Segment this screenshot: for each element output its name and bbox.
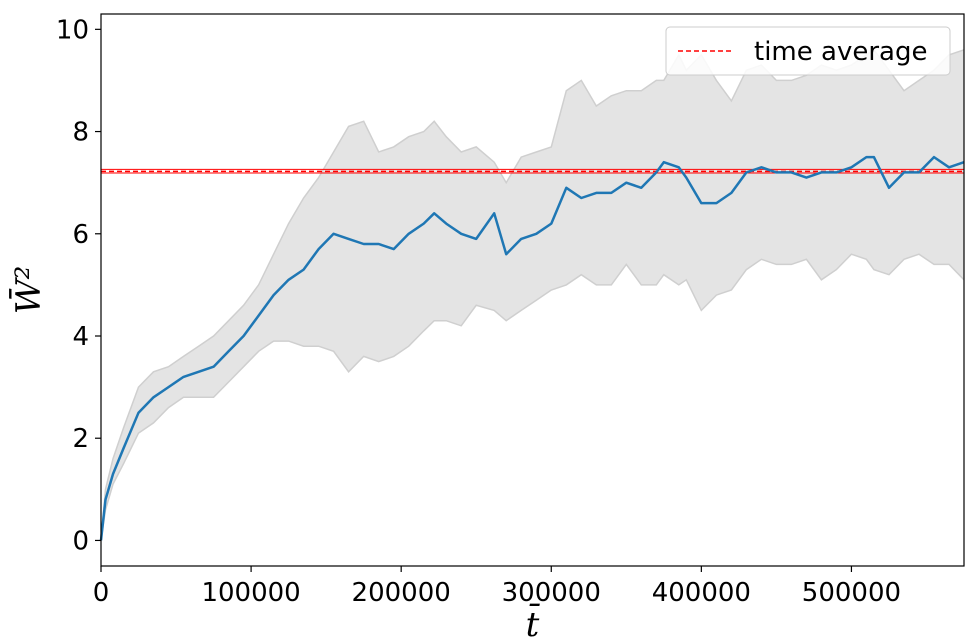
x-tick-label: 300000: [502, 578, 601, 608]
std-band-fill: [101, 49, 964, 541]
y-tick-label: 2: [72, 424, 89, 454]
legend-label-time-average: time average: [754, 37, 927, 67]
x-tick-label: 100000: [201, 578, 300, 608]
mean-series-line: [99, 155, 965, 541]
plot-frame: [100, 13, 965, 567]
y-tick-label: 6: [72, 220, 89, 250]
legend: time average: [665, 26, 951, 76]
x-tick-label: 0: [93, 578, 110, 608]
plot-area: [99, 48, 965, 541]
x-tick-label: 200000: [352, 578, 451, 608]
y-tick-label: 10: [56, 15, 89, 45]
y-tick-label: 4: [72, 322, 89, 352]
std-band-lower-line: [100, 253, 965, 541]
legend-box: [665, 26, 951, 76]
y-tick-label: 0: [72, 526, 89, 556]
y-axis-label: W̄²: [8, 266, 49, 315]
x-tick-label: 400000: [652, 578, 751, 608]
y-axis-ticks: 0 2 4 6 8 10: [56, 15, 101, 556]
x-axis-label: t̄: [526, 603, 541, 641]
x-axis-ticks: 0 100000 200000 300000 400000 500000: [93, 566, 901, 608]
y-tick-label: 8: [72, 118, 89, 148]
x-tick-label: 500000: [802, 578, 901, 608]
